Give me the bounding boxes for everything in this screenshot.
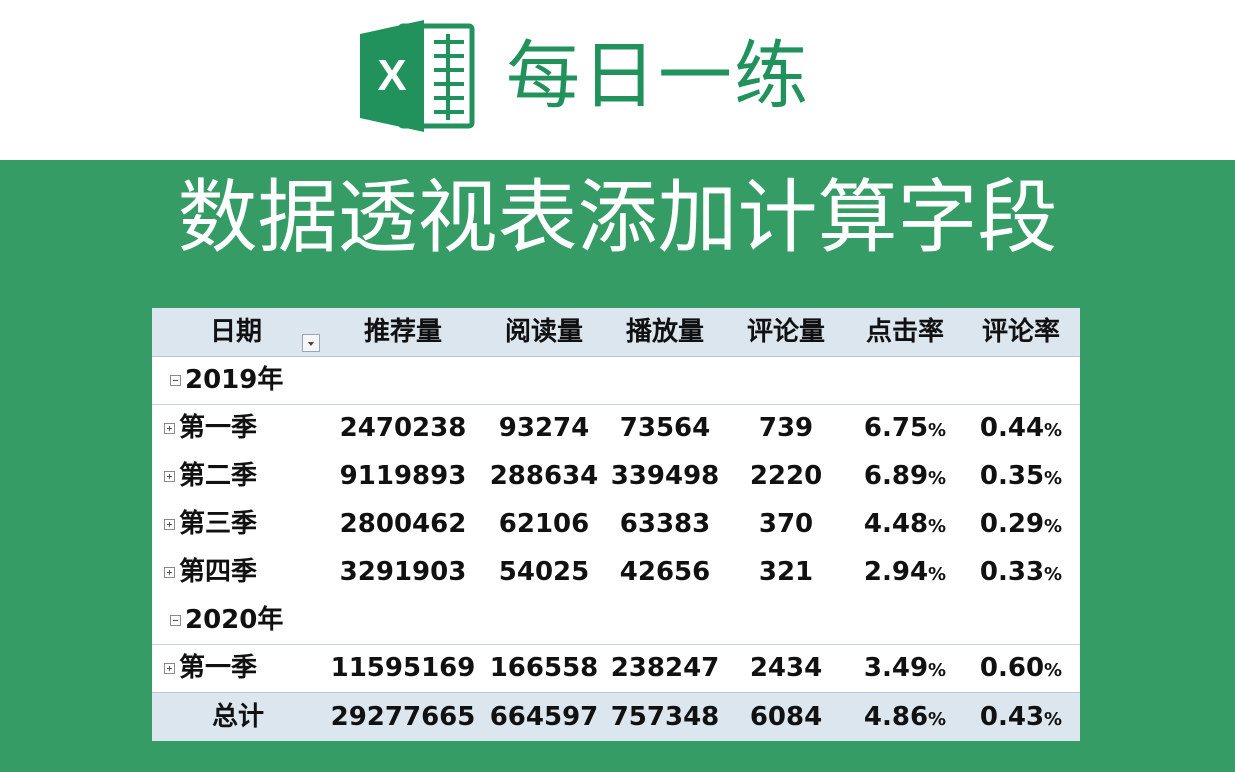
- recommend-value: 3291903: [339, 557, 467, 587]
- read-total: 664597: [489, 702, 599, 732]
- recommend-value: 9119893: [339, 461, 467, 491]
- comment-value: 370: [758, 509, 814, 539]
- grand-total-row: 总计 29277665 664597 757348 6084 4.86% 0.4…: [152, 692, 1080, 741]
- expand-icon[interactable]: [164, 663, 175, 674]
- banner-title: 数据透视表添加计算字段: [177, 171, 1058, 264]
- comment-value: 321: [758, 557, 814, 587]
- column-header-play: 播放量: [625, 317, 704, 347]
- read-value: 166558: [489, 653, 599, 683]
- play-value: 73564: [619, 413, 711, 443]
- play-value: 339498: [610, 461, 720, 491]
- date-filter-dropdown-button[interactable]: [302, 334, 320, 352]
- header: X 每日一练: [0, 0, 1235, 160]
- comment-total: 6084: [749, 702, 823, 732]
- column-header-click-rate: 点击率: [865, 317, 944, 347]
- click-rate-value: 4.48%: [863, 509, 947, 539]
- comment-rate-value: 0.33%: [979, 557, 1063, 587]
- read-value: 288634: [489, 461, 599, 491]
- table-row: 第一季 11595169 166558 238247 2434 3.49% 0.…: [152, 644, 1080, 692]
- comment-value: 2434: [749, 653, 823, 683]
- click-rate-total: 4.86%: [863, 702, 947, 732]
- column-header-comment-rate: 评论率: [981, 317, 1060, 347]
- click-rate-value: 3.49%: [863, 653, 947, 683]
- header-title: 每日一练: [506, 33, 810, 119]
- read-value: 54025: [498, 557, 590, 587]
- pivot-header-row: 日期 推荐量 阅读量 播放量 评论量 点击率 评论率: [152, 308, 1080, 357]
- read-value: 93274: [498, 413, 590, 443]
- grand-total-label: 总计: [211, 702, 264, 732]
- recommend-value: 2470238: [339, 413, 467, 443]
- column-header-read: 阅读量: [504, 317, 583, 347]
- play-total: 757348: [610, 702, 720, 732]
- comment-rate-value: 0.44%: [979, 413, 1063, 443]
- click-rate-value: 6.89%: [863, 461, 947, 491]
- collapse-icon[interactable]: [170, 375, 181, 386]
- column-header-date: 日期: [210, 317, 263, 347]
- expand-icon[interactable]: [164, 471, 175, 482]
- table-row: 第一季 2470238 93274 73564 739 6.75% 0.44%: [152, 404, 1080, 452]
- comment-rate-value: 0.35%: [979, 461, 1063, 491]
- comment-rate-value: 0.29%: [979, 509, 1063, 539]
- column-header-comment: 评论量: [746, 317, 825, 347]
- comment-rate-value: 0.60%: [979, 653, 1063, 683]
- year-label[interactable]: 2020年: [152, 596, 342, 644]
- year-label[interactable]: 2019年: [152, 356, 342, 404]
- expand-icon[interactable]: [164, 423, 175, 434]
- play-value: 238247: [610, 653, 720, 683]
- quarter-label[interactable]: 第一季: [152, 644, 336, 692]
- expand-icon[interactable]: [164, 567, 175, 578]
- year-row-2020[interactable]: 2020年: [152, 596, 1080, 645]
- table-row: 第四季 3291903 54025 42656 321 2.94% 0.33%: [152, 548, 1080, 596]
- quarter-label[interactable]: 第二季: [152, 452, 336, 500]
- click-rate-value: 6.75%: [863, 413, 947, 443]
- excel-logo-icon: X: [360, 20, 475, 132]
- table-row: 第三季 2800462 62106 63383 370 4.48% 0.29%: [152, 500, 1080, 548]
- table-row: 第二季 9119893 288634 339498 2220 6.89% 0.3…: [152, 452, 1080, 500]
- comment-value: 739: [758, 413, 814, 443]
- quarter-label[interactable]: 第三季: [152, 500, 336, 548]
- comment-rate-total: 0.43%: [979, 702, 1063, 732]
- recommend-value: 2800462: [339, 509, 467, 539]
- click-rate-value: 2.94%: [863, 557, 947, 587]
- comment-value: 2220: [749, 461, 823, 491]
- column-header-recommend: 推荐量: [363, 317, 442, 347]
- pivot-table: 日期 推荐量 阅读量 播放量 评论量 点击率 评论率 2019年 第一季 247…: [152, 308, 1080, 741]
- expand-icon[interactable]: [164, 519, 175, 530]
- year-row-2019[interactable]: 2019年: [152, 356, 1080, 405]
- play-value: 63383: [619, 509, 711, 539]
- read-value: 62106: [498, 509, 590, 539]
- excel-logo-letter: X: [377, 51, 406, 100]
- collapse-icon[interactable]: [170, 615, 181, 626]
- recommend-value: 11595169: [330, 653, 476, 683]
- quarter-label[interactable]: 第四季: [152, 548, 336, 596]
- quarter-label[interactable]: 第一季: [152, 404, 336, 452]
- recommend-total: 29277665: [330, 702, 476, 732]
- play-value: 42656: [619, 557, 711, 587]
